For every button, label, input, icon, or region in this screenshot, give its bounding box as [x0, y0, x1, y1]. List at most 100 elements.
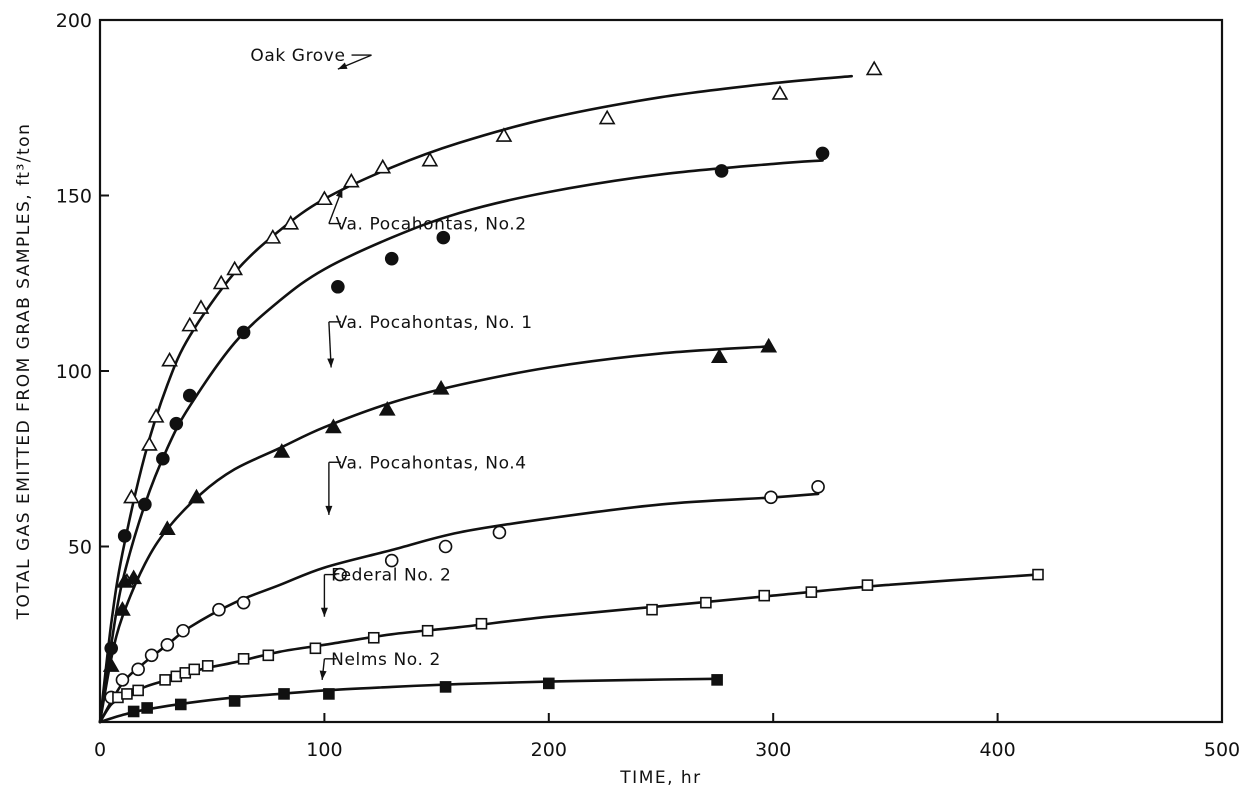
point-nelms-no-2	[711, 674, 723, 686]
point-va-pocahontas-no-2	[169, 416, 184, 431]
point-nelms-no-2	[174, 698, 187, 711]
x-tick-label: 100	[306, 739, 342, 761]
point-va-pocahontas-no-1	[102, 657, 120, 672]
point-federal-no-2	[367, 631, 380, 644]
point-federal-no-2	[159, 674, 171, 686]
point-va-pocahontas-no-1	[710, 348, 728, 364]
point-nelms-no-2	[278, 688, 290, 700]
point-federal-no-2	[121, 688, 133, 700]
point-va-pocahontas-no-4	[764, 490, 778, 505]
point-va-pocahontas-no-1	[760, 337, 778, 353]
y-tick-label: 50	[68, 537, 92, 559]
plot-frame	[98, 18, 1224, 724]
point-oak-grove	[192, 299, 210, 314]
arrowhead-va-pocahontas-no-4	[325, 505, 333, 515]
point-va-pocahontas-no-4	[176, 623, 190, 638]
point-federal-no-2	[861, 579, 874, 591]
point-oak-grove	[598, 109, 616, 125]
point-federal-no-2	[805, 586, 818, 598]
point-va-pocahontas-no-1	[432, 379, 450, 395]
point-oak-grove	[771, 85, 789, 100]
point-federal-no-2	[646, 603, 658, 616]
point-va-pocahontas-no-4	[212, 602, 226, 617]
point-oak-grove	[140, 436, 158, 451]
point-va-pocahontas-no-2	[331, 279, 345, 294]
point-va-pocahontas-no-2	[117, 529, 132, 543]
label-nelms-no-2: Nelms No. 2	[331, 650, 441, 670]
point-oak-grove	[342, 172, 360, 188]
x-tick-label: 400	[979, 739, 1015, 761]
point-oak-grove	[421, 151, 439, 167]
point-federal-no-2	[201, 660, 214, 672]
point-va-pocahontas-no-4	[144, 648, 159, 663]
point-va-pocahontas-no-1	[125, 569, 143, 585]
point-va-pocahontas-no-1	[273, 443, 291, 458]
point-va-pocahontas-no-1	[158, 520, 176, 536]
point-federal-no-2	[475, 617, 488, 630]
point-va-pocahontas-no-2	[182, 388, 197, 403]
arrowhead-federal-no-2	[320, 607, 328, 617]
point-oak-grove	[282, 214, 300, 230]
point-va-pocahontas-no-4	[131, 662, 145, 677]
point-oak-grove	[316, 190, 333, 206]
point-nelms-no-2	[228, 695, 241, 707]
arrowhead-nelms-no-2	[319, 670, 327, 680]
point-federal-no-2	[237, 653, 250, 665]
point-va-pocahontas-no-4	[811, 480, 825, 494]
arrowhead-va-pocahontas-no-1	[327, 358, 335, 368]
point-nelms-no-2	[439, 681, 452, 693]
point-va-pocahontas-no-4	[438, 539, 453, 554]
point-va-pocahontas-no-2	[436, 230, 451, 245]
point-va-pocahontas-no-1	[378, 400, 396, 416]
point-oak-grove	[865, 60, 883, 76]
point-federal-no-2	[132, 684, 144, 697]
label-leaders	[319, 54, 372, 680]
point-federal-no-2	[309, 642, 322, 655]
point-va-pocahontas-no-4	[384, 553, 399, 568]
x-tick-label: 200	[531, 739, 567, 761]
point-va-pocahontas-no-1	[114, 601, 131, 616]
label-oak-grove: Oak Grove	[250, 46, 345, 66]
point-va-pocahontas-no-2	[236, 325, 251, 340]
series-markers	[102, 60, 1044, 718]
point-va-pocahontas-no-2	[384, 251, 399, 266]
point-nelms-no-2	[141, 702, 153, 714]
point-va-pocahontas-no-4	[115, 673, 130, 687]
point-va-pocahontas-no-4	[492, 525, 507, 540]
label-va-pocahontas-no-1: Va. Pocahontas, No. 1	[336, 313, 533, 333]
y-axis-title: TOTAL GAS EMITTED FROM GRAB SAMPLES, ft³…	[14, 123, 34, 621]
point-oak-grove	[212, 274, 230, 290]
point-oak-grove	[495, 127, 513, 142]
point-federal-no-2	[700, 596, 712, 609]
point-va-pocahontas-no-1	[188, 488, 205, 504]
point-va-pocahontas-no-2	[138, 497, 152, 512]
label-va-pocahontas-no-2: Va. Pocahontas, No.2	[336, 215, 527, 235]
point-oak-grove	[147, 408, 165, 423]
point-oak-grove	[226, 260, 244, 276]
series-curves	[98, 74, 1040, 724]
point-va-pocahontas-no-4	[160, 637, 175, 652]
axis-ticks: 0 100 200 300 400 500 50 100 150 200	[56, 10, 1240, 761]
series-labels: Oak Grove Va. Pocahontas, No.2 Va. Pocahon…	[250, 46, 532, 670]
point-nelms-no-2	[542, 677, 555, 690]
point-federal-no-2	[758, 589, 771, 602]
arrowhead-va-pocahontas-no-2	[335, 188, 343, 199]
point-oak-grove	[264, 229, 282, 244]
x-tick-label: 0	[94, 739, 106, 761]
point-federal-no-2	[1032, 568, 1044, 581]
point-va-pocahontas-no-2	[815, 146, 830, 161]
x-axis-title: TIME, hr	[619, 768, 701, 788]
point-va-pocahontas-no-4	[236, 595, 251, 610]
point-federal-no-2	[421, 624, 434, 637]
point-oak-grove	[374, 158, 392, 174]
point-oak-grove	[123, 488, 140, 504]
label-federal-no-2: Federal No. 2	[331, 566, 451, 586]
point-federal-no-2	[188, 663, 201, 676]
curve-va-pocahontas-no-2	[98, 159, 824, 724]
point-nelms-no-2	[323, 688, 335, 700]
point-va-pocahontas-no-2	[714, 164, 729, 178]
point-oak-grove	[161, 351, 178, 367]
point-nelms-no-2	[127, 705, 140, 718]
point-va-pocahontas-no-2	[156, 451, 170, 466]
